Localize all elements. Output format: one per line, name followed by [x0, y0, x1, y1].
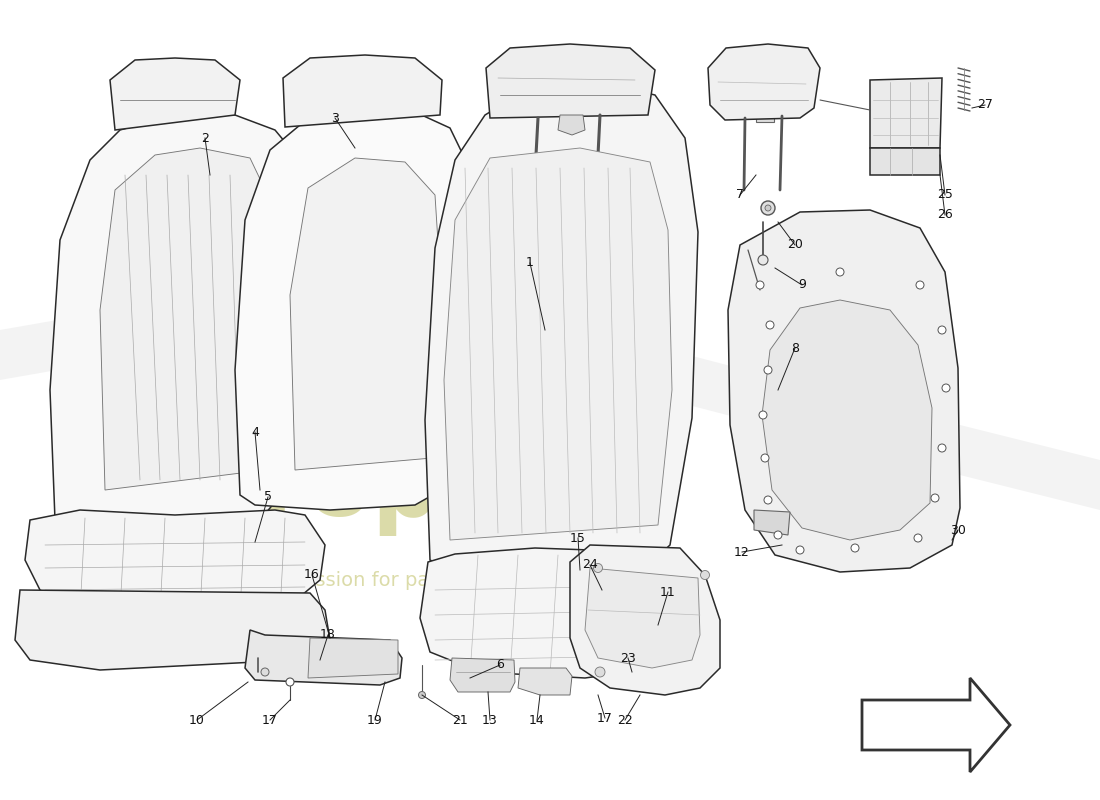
Text: 4: 4 — [251, 426, 258, 438]
Circle shape — [594, 563, 603, 573]
Polygon shape — [25, 510, 324, 620]
Circle shape — [261, 668, 270, 676]
Text: 13: 13 — [482, 714, 498, 726]
Text: 22: 22 — [617, 714, 632, 726]
Polygon shape — [425, 82, 698, 578]
Polygon shape — [15, 590, 330, 670]
Text: 24: 24 — [582, 558, 598, 571]
Text: a passion for parts since 1985: a passion for parts since 1985 — [273, 570, 568, 590]
Text: 18: 18 — [320, 629, 336, 642]
Bar — [346, 643, 358, 652]
Bar — [362, 643, 373, 652]
Text: 16: 16 — [304, 569, 320, 582]
Circle shape — [942, 384, 950, 392]
Text: 17: 17 — [597, 711, 613, 725]
Text: 12: 12 — [734, 546, 750, 558]
Polygon shape — [486, 44, 654, 118]
Bar — [312, 658, 323, 667]
Polygon shape — [110, 58, 240, 130]
Bar — [377, 658, 388, 667]
Circle shape — [938, 444, 946, 452]
Polygon shape — [438, 240, 468, 465]
Text: 11: 11 — [660, 586, 675, 598]
Text: 5: 5 — [264, 490, 272, 503]
Text: 2: 2 — [201, 131, 209, 145]
Circle shape — [764, 496, 772, 504]
Polygon shape — [0, 295, 1100, 510]
Circle shape — [916, 281, 924, 289]
Text: europarts: europarts — [129, 444, 651, 536]
Text: 19: 19 — [367, 714, 383, 726]
Polygon shape — [585, 568, 700, 668]
Text: 8: 8 — [791, 342, 799, 354]
Polygon shape — [762, 300, 932, 540]
Circle shape — [761, 454, 769, 462]
Polygon shape — [290, 158, 442, 470]
Text: 30: 30 — [950, 523, 966, 537]
Text: 9: 9 — [799, 278, 806, 291]
Polygon shape — [450, 658, 515, 692]
Polygon shape — [558, 115, 585, 135]
Text: 7: 7 — [736, 189, 744, 202]
Polygon shape — [570, 545, 721, 695]
Polygon shape — [754, 510, 790, 535]
Bar — [312, 643, 323, 652]
Polygon shape — [245, 630, 402, 685]
Circle shape — [764, 366, 772, 374]
Circle shape — [766, 321, 774, 329]
Circle shape — [851, 544, 859, 552]
Circle shape — [914, 534, 922, 542]
Text: 26: 26 — [937, 209, 953, 222]
Text: 6: 6 — [496, 658, 504, 671]
Circle shape — [836, 268, 844, 276]
Polygon shape — [870, 78, 942, 148]
Polygon shape — [50, 115, 310, 535]
Circle shape — [756, 281, 764, 289]
Circle shape — [796, 546, 804, 554]
Circle shape — [764, 205, 771, 211]
Text: 27: 27 — [977, 98, 993, 111]
Bar — [362, 658, 373, 667]
Polygon shape — [100, 148, 275, 490]
Polygon shape — [708, 44, 820, 120]
Polygon shape — [308, 638, 398, 678]
Circle shape — [938, 326, 946, 334]
Text: 17: 17 — [262, 714, 278, 726]
Polygon shape — [518, 668, 572, 695]
Text: 21: 21 — [452, 714, 468, 726]
Text: 15: 15 — [570, 531, 586, 545]
Circle shape — [931, 494, 939, 502]
Bar — [329, 643, 340, 652]
Bar — [346, 658, 358, 667]
Polygon shape — [728, 210, 960, 572]
Text: 3: 3 — [331, 111, 339, 125]
Text: 10: 10 — [189, 714, 205, 726]
Polygon shape — [420, 548, 712, 678]
Polygon shape — [444, 148, 672, 540]
Polygon shape — [870, 148, 940, 175]
Bar — [782, 305, 797, 315]
Text: 20: 20 — [788, 238, 803, 251]
Bar — [329, 658, 340, 667]
Circle shape — [286, 678, 294, 686]
Circle shape — [595, 667, 605, 677]
Polygon shape — [283, 55, 442, 127]
Text: 23: 23 — [620, 651, 636, 665]
Text: 1: 1 — [526, 257, 534, 270]
Text: 14: 14 — [529, 714, 544, 726]
Circle shape — [761, 201, 776, 215]
Bar — [904, 307, 920, 317]
Bar — [756, 108, 774, 122]
Polygon shape — [438, 310, 462, 390]
Bar — [377, 643, 388, 652]
Text: 25: 25 — [937, 189, 953, 202]
Circle shape — [759, 411, 767, 419]
Circle shape — [758, 255, 768, 265]
Circle shape — [418, 691, 426, 698]
Circle shape — [774, 531, 782, 539]
Polygon shape — [235, 112, 472, 510]
Circle shape — [701, 570, 710, 579]
